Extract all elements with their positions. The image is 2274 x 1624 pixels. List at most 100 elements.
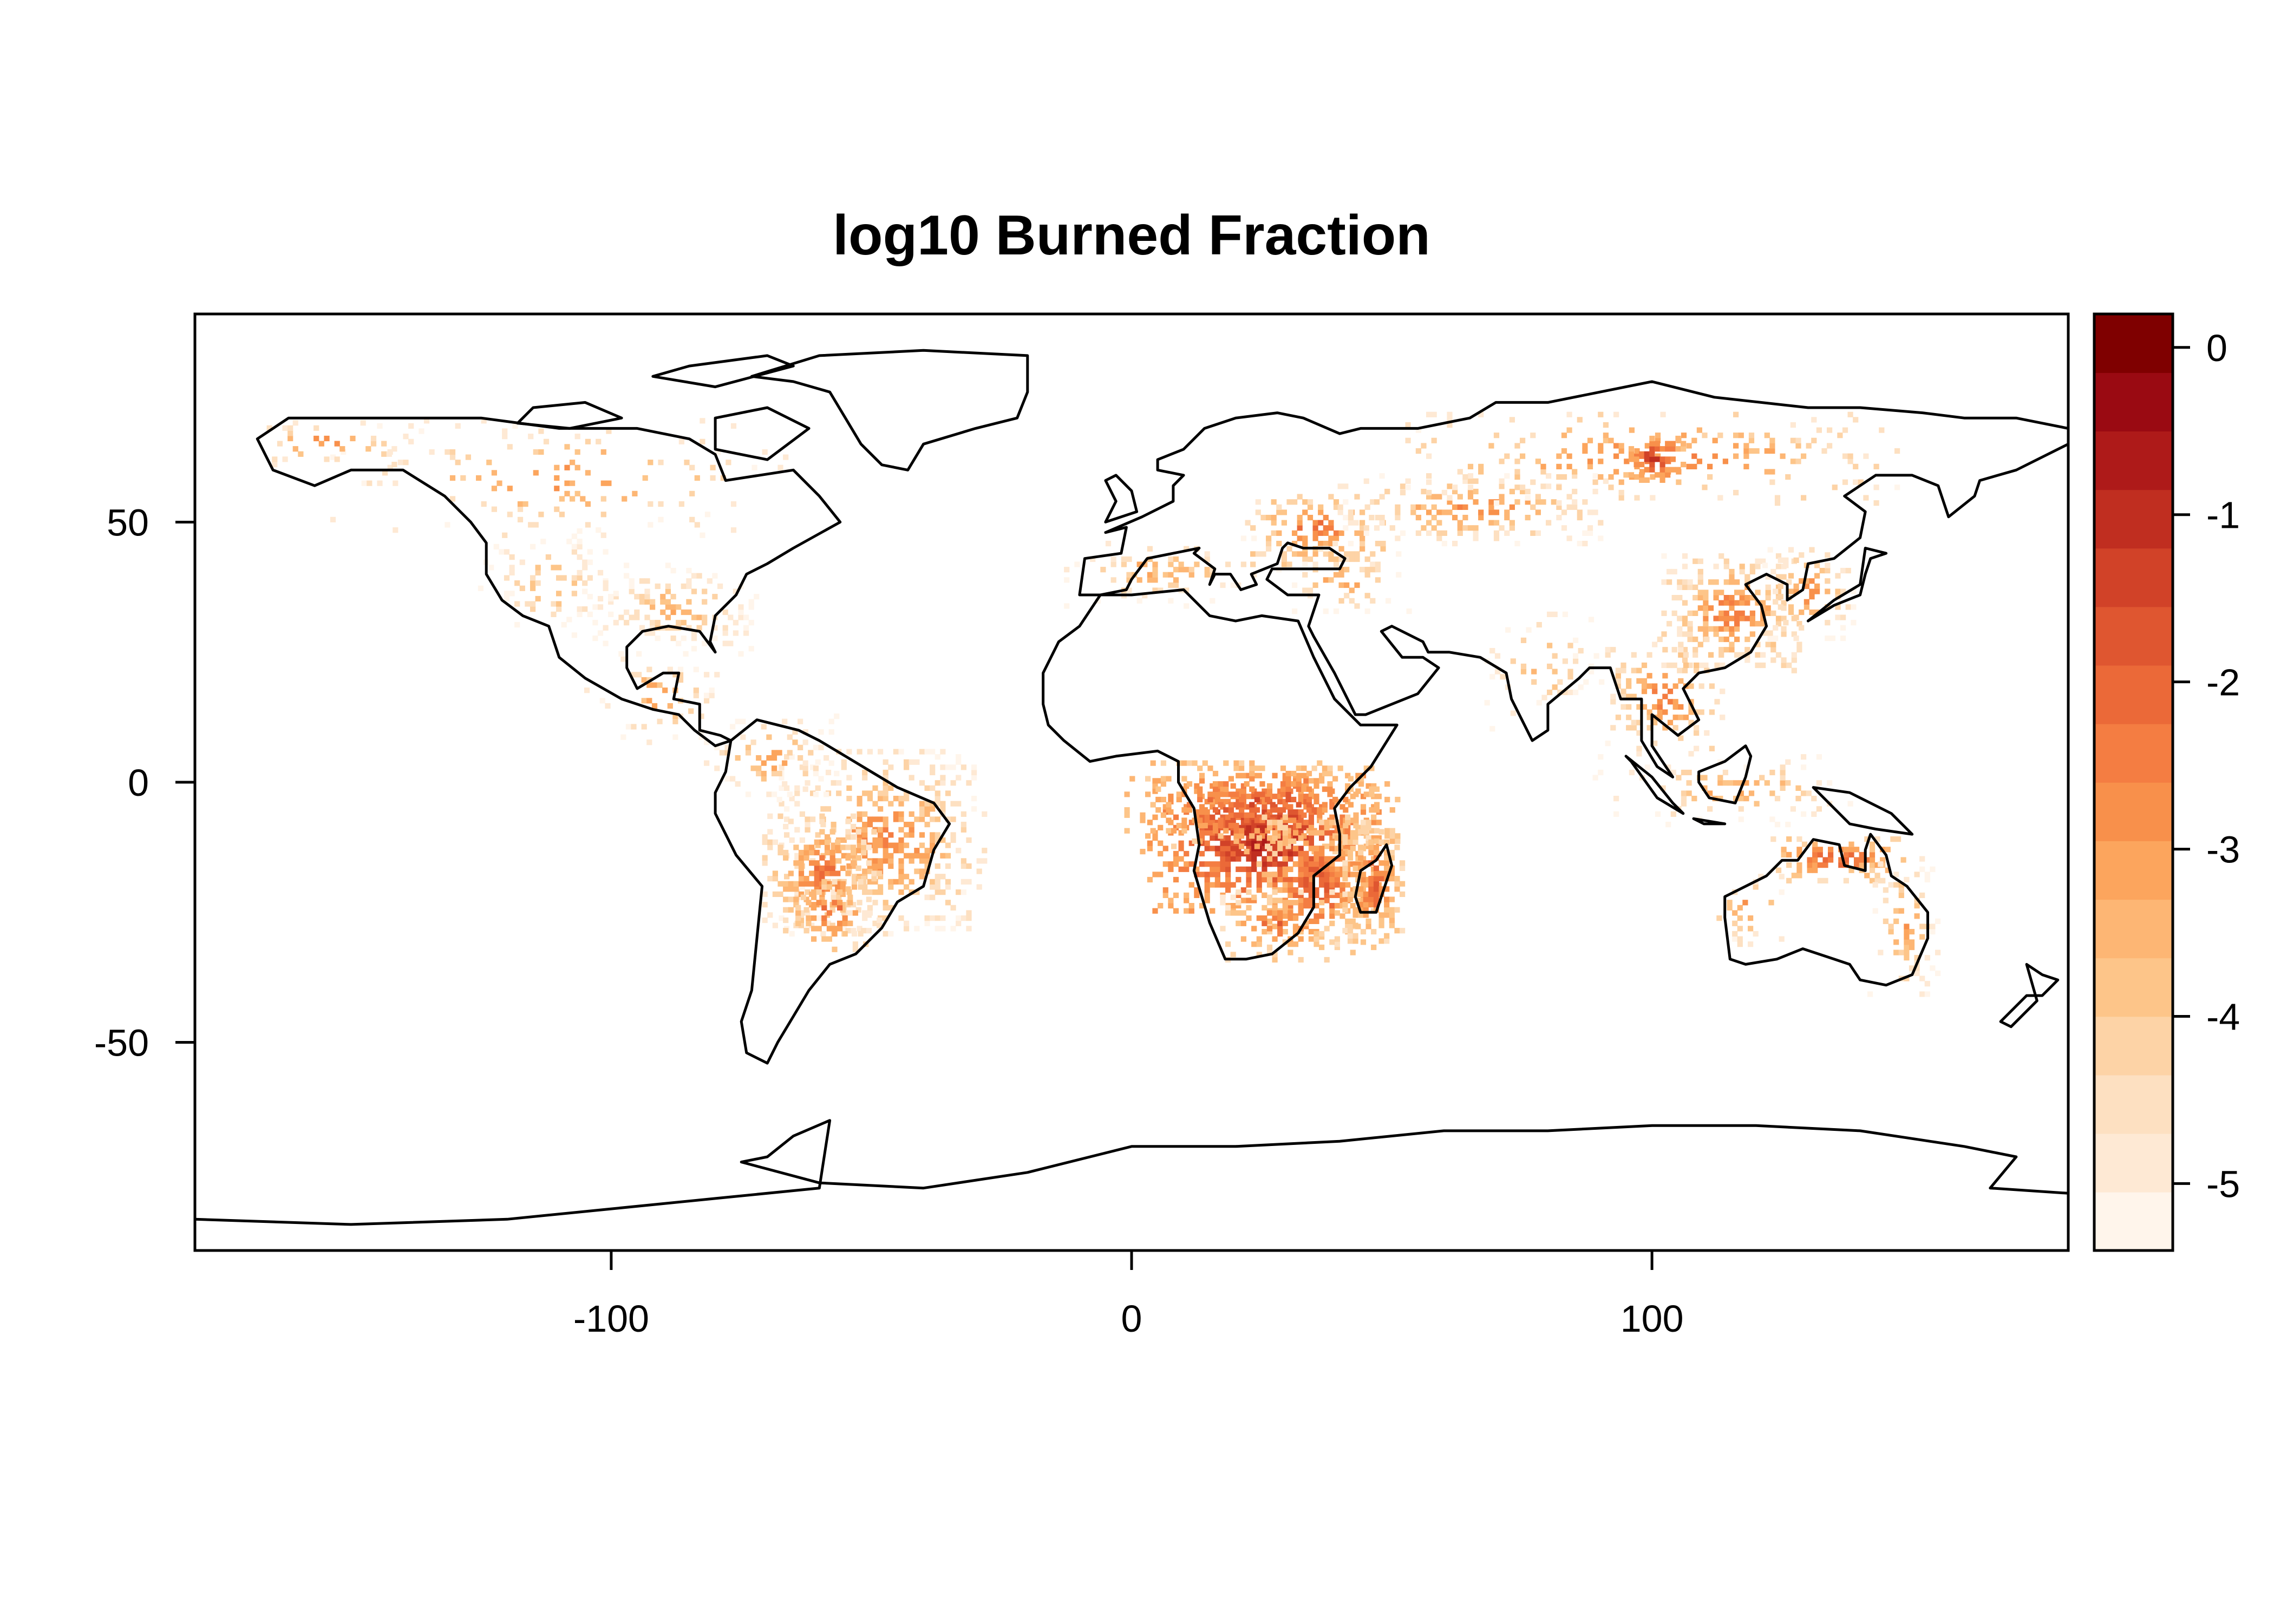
burned-cell [1662, 673, 1668, 679]
burned-cell [1583, 679, 1589, 685]
burned-cell [1220, 846, 1226, 852]
burned-cell [1277, 820, 1283, 826]
burned-cell [1152, 783, 1158, 789]
burned-cell [1375, 567, 1381, 573]
burned-cell [1509, 488, 1515, 495]
burned-cell [762, 891, 768, 897]
burned-cell [852, 910, 858, 916]
burned-cell [846, 785, 852, 791]
burned-cell [904, 822, 910, 828]
burned-cell [1859, 852, 1865, 857]
burned-cell [1338, 582, 1344, 588]
burned-cell [1864, 873, 1870, 879]
burned-cell [1723, 600, 1729, 606]
burned-cell [1587, 509, 1593, 515]
burned-cell [1473, 525, 1479, 531]
burned-cell [1749, 595, 1755, 601]
burned-cell [1147, 546, 1153, 552]
burned-cell [1838, 857, 1844, 863]
burned-cell [776, 796, 782, 803]
burned-cell [571, 533, 577, 539]
burned-cell [815, 785, 821, 791]
burned-cell [1573, 658, 1579, 664]
burned-cell [1786, 662, 1792, 669]
burned-cell [1406, 608, 1412, 614]
burned-cell [1760, 600, 1766, 606]
burned-cell [802, 760, 808, 766]
burned-cell [1767, 636, 1773, 641]
burned-cell [1615, 678, 1621, 684]
burned-cell [841, 764, 847, 770]
burned-cell [1904, 876, 1910, 883]
burned-cell [1670, 811, 1676, 817]
burned-cell [1288, 850, 1293, 857]
burned-cell [1142, 593, 1148, 599]
burned-cell [1239, 760, 1245, 766]
burned-cell [862, 868, 868, 874]
burned-cell [831, 894, 837, 900]
burned-cell [714, 744, 720, 750]
burned-cell [1277, 898, 1283, 903]
burned-cell [1447, 417, 1453, 423]
burned-cell [805, 910, 811, 916]
burned-cell [1244, 812, 1250, 818]
burned-cell [1803, 583, 1809, 590]
burned-cell [1110, 561, 1116, 567]
burned-cell [1709, 709, 1715, 715]
colorbar-tick-label: -1 [2206, 494, 2240, 536]
burned-cell [655, 620, 661, 626]
burned-cell [1314, 887, 1319, 893]
burned-cell [935, 832, 940, 838]
burned-cell [1184, 587, 1190, 593]
burned-cell [535, 569, 541, 576]
burned-cell [1363, 478, 1369, 484]
burned-cell [1649, 462, 1655, 468]
burned-cell [837, 920, 843, 926]
burned-cell [1488, 443, 1494, 449]
burned-cell [538, 428, 544, 434]
burned-cell [935, 889, 940, 895]
burned-cell [1288, 941, 1293, 947]
burned-cell [507, 512, 513, 518]
burned-cell [776, 750, 782, 756]
burned-cell [1796, 847, 1802, 853]
burned-cell [1394, 907, 1400, 913]
burned-cell [1204, 872, 1210, 878]
burned-cell [1687, 636, 1693, 643]
burned-cell [1703, 605, 1709, 611]
burned-cell [1303, 772, 1309, 778]
burned-cell [478, 585, 483, 591]
burned-cell [814, 886, 820, 892]
burned-cell [1223, 781, 1229, 787]
burned-cell [1520, 453, 1526, 459]
burned-cell [904, 853, 910, 859]
burned-cell [1308, 892, 1314, 898]
burned-cell [815, 842, 821, 848]
burned-cell [1277, 850, 1283, 857]
burned-cell [1218, 817, 1224, 823]
burned-cell [1064, 577, 1070, 583]
burned-cell [1266, 794, 1273, 800]
burned-cell [386, 451, 392, 457]
burned-cell [1334, 941, 1340, 947]
burned-cell [789, 754, 795, 760]
burned-cell [824, 834, 831, 840]
burned-cell [883, 822, 888, 828]
burned-cell [940, 780, 946, 786]
burned-cell [1317, 760, 1323, 766]
burned-cell [871, 870, 877, 876]
burned-cell [1723, 621, 1729, 627]
burned-cell [802, 729, 808, 735]
burned-cell [1520, 669, 1527, 675]
burned-cell [1373, 849, 1380, 856]
burned-cell [1769, 443, 1775, 449]
burned-cell [1509, 417, 1515, 423]
burned-cell [1676, 479, 1682, 485]
burned-cell [893, 848, 899, 854]
burned-cell [1292, 530, 1298, 536]
burned-cell [1291, 781, 1297, 787]
burned-cell [1251, 894, 1257, 900]
burned-cell [712, 625, 718, 631]
burned-cell [798, 718, 803, 724]
burned-cell [1329, 872, 1335, 878]
